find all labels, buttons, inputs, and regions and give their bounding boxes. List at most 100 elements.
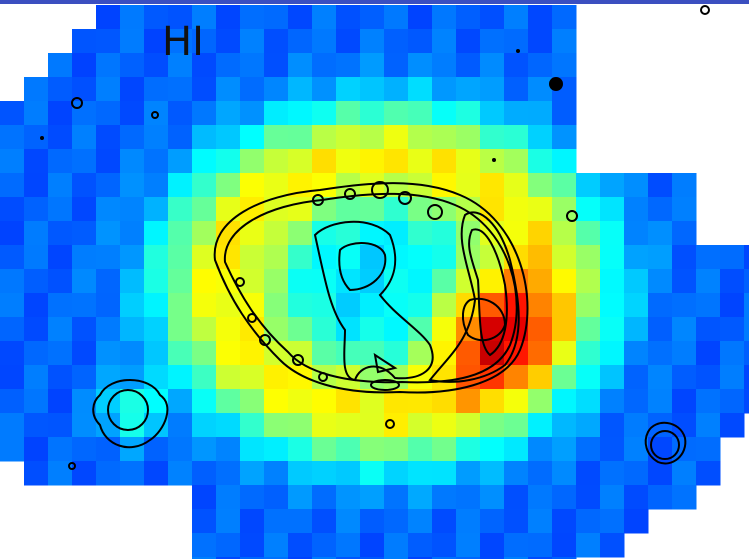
map-pixel xyxy=(648,413,673,438)
map-pixel xyxy=(504,413,529,438)
map-pixel xyxy=(192,125,217,150)
map-pixel xyxy=(528,413,553,438)
map-pixel xyxy=(216,365,241,390)
map-pixel xyxy=(648,293,673,318)
map-pixel xyxy=(264,221,289,246)
map-pixel xyxy=(192,413,217,438)
map-pixel xyxy=(216,437,241,462)
map-pixel xyxy=(576,389,601,414)
map-pixel xyxy=(504,173,529,198)
map-pixel xyxy=(624,341,649,366)
map-pixel xyxy=(192,173,217,198)
map-pixel xyxy=(144,77,169,102)
map-pixel xyxy=(648,221,673,246)
map-pixel xyxy=(504,197,529,222)
map-pixel xyxy=(48,413,73,438)
map-pixel xyxy=(408,461,433,486)
map-pixel xyxy=(336,77,361,102)
map-pixel xyxy=(408,221,433,246)
map-pixel xyxy=(264,125,289,150)
map-pixel xyxy=(360,125,385,150)
map-pixel xyxy=(72,317,97,342)
map-pixel xyxy=(120,53,145,78)
map-pixel xyxy=(216,53,241,78)
map-pixel xyxy=(216,77,241,102)
map-pixel xyxy=(528,293,553,318)
map-pixel xyxy=(144,341,169,366)
map-pixel xyxy=(480,293,505,318)
map-pixel xyxy=(288,5,313,30)
map-pixel xyxy=(624,317,649,342)
map-pixel xyxy=(528,245,553,270)
map-pixel xyxy=(408,437,433,462)
map-pixel xyxy=(504,509,529,534)
map-pixel xyxy=(240,485,265,510)
map-pixel xyxy=(480,77,505,102)
map-pixel xyxy=(456,437,481,462)
map-pixel xyxy=(336,437,361,462)
map-pixel xyxy=(360,509,385,534)
map-pixel xyxy=(408,149,433,174)
map-pixel xyxy=(264,509,289,534)
map-pixel xyxy=(648,269,673,294)
map-pixel xyxy=(120,5,145,30)
map-pixel xyxy=(432,245,457,270)
map-pixel xyxy=(432,269,457,294)
map-pixel xyxy=(696,341,721,366)
map-pixel xyxy=(0,317,25,342)
map-pixel xyxy=(312,317,337,342)
map-pixel xyxy=(552,293,577,318)
map-pixel xyxy=(432,29,457,54)
map-pixel xyxy=(144,221,169,246)
map-pixel xyxy=(624,509,649,534)
map-pixel xyxy=(264,173,289,198)
map-pixel xyxy=(504,5,529,30)
map-pixel xyxy=(264,269,289,294)
map-pixel xyxy=(576,269,601,294)
map-pixel xyxy=(600,293,625,318)
map-pixel xyxy=(600,461,625,486)
hi-map: HI xyxy=(0,0,749,559)
map-pixel xyxy=(456,389,481,414)
map-pixel xyxy=(240,5,265,30)
map-pixel xyxy=(696,389,721,414)
map-pixel xyxy=(552,509,577,534)
map-pixel xyxy=(312,509,337,534)
map-pixel xyxy=(0,197,25,222)
map-pixel xyxy=(120,389,145,414)
map-pixel xyxy=(552,173,577,198)
map-pixel xyxy=(264,365,289,390)
map-pixel xyxy=(384,269,409,294)
map-pixel xyxy=(528,485,553,510)
map-pixel xyxy=(672,461,697,486)
map-pixel xyxy=(264,317,289,342)
map-pixel xyxy=(264,413,289,438)
map-pixel xyxy=(288,437,313,462)
map-pixel xyxy=(168,101,193,126)
map-pixel xyxy=(432,101,457,126)
map-pixel xyxy=(312,533,337,558)
map-pixel xyxy=(456,413,481,438)
map-pixel xyxy=(288,149,313,174)
map-pixel xyxy=(216,389,241,414)
map-pixel xyxy=(240,509,265,534)
map-pixel xyxy=(456,53,481,78)
map-pixel xyxy=(624,293,649,318)
map-pixel xyxy=(384,53,409,78)
map-pixel xyxy=(432,5,457,30)
map-pixel xyxy=(336,149,361,174)
map-pixel xyxy=(528,341,553,366)
top-bar xyxy=(0,0,749,4)
map-pixel xyxy=(504,485,529,510)
map-pixel xyxy=(384,149,409,174)
map-pixel xyxy=(432,413,457,438)
map-pixel xyxy=(384,485,409,510)
map-pixel xyxy=(504,53,529,78)
map-pixel xyxy=(24,221,49,246)
map-pixel xyxy=(264,389,289,414)
map-pixel xyxy=(552,29,577,54)
map-pixel xyxy=(336,293,361,318)
map-pixel xyxy=(360,413,385,438)
map-pixel xyxy=(48,101,73,126)
map-pixel xyxy=(672,485,697,510)
